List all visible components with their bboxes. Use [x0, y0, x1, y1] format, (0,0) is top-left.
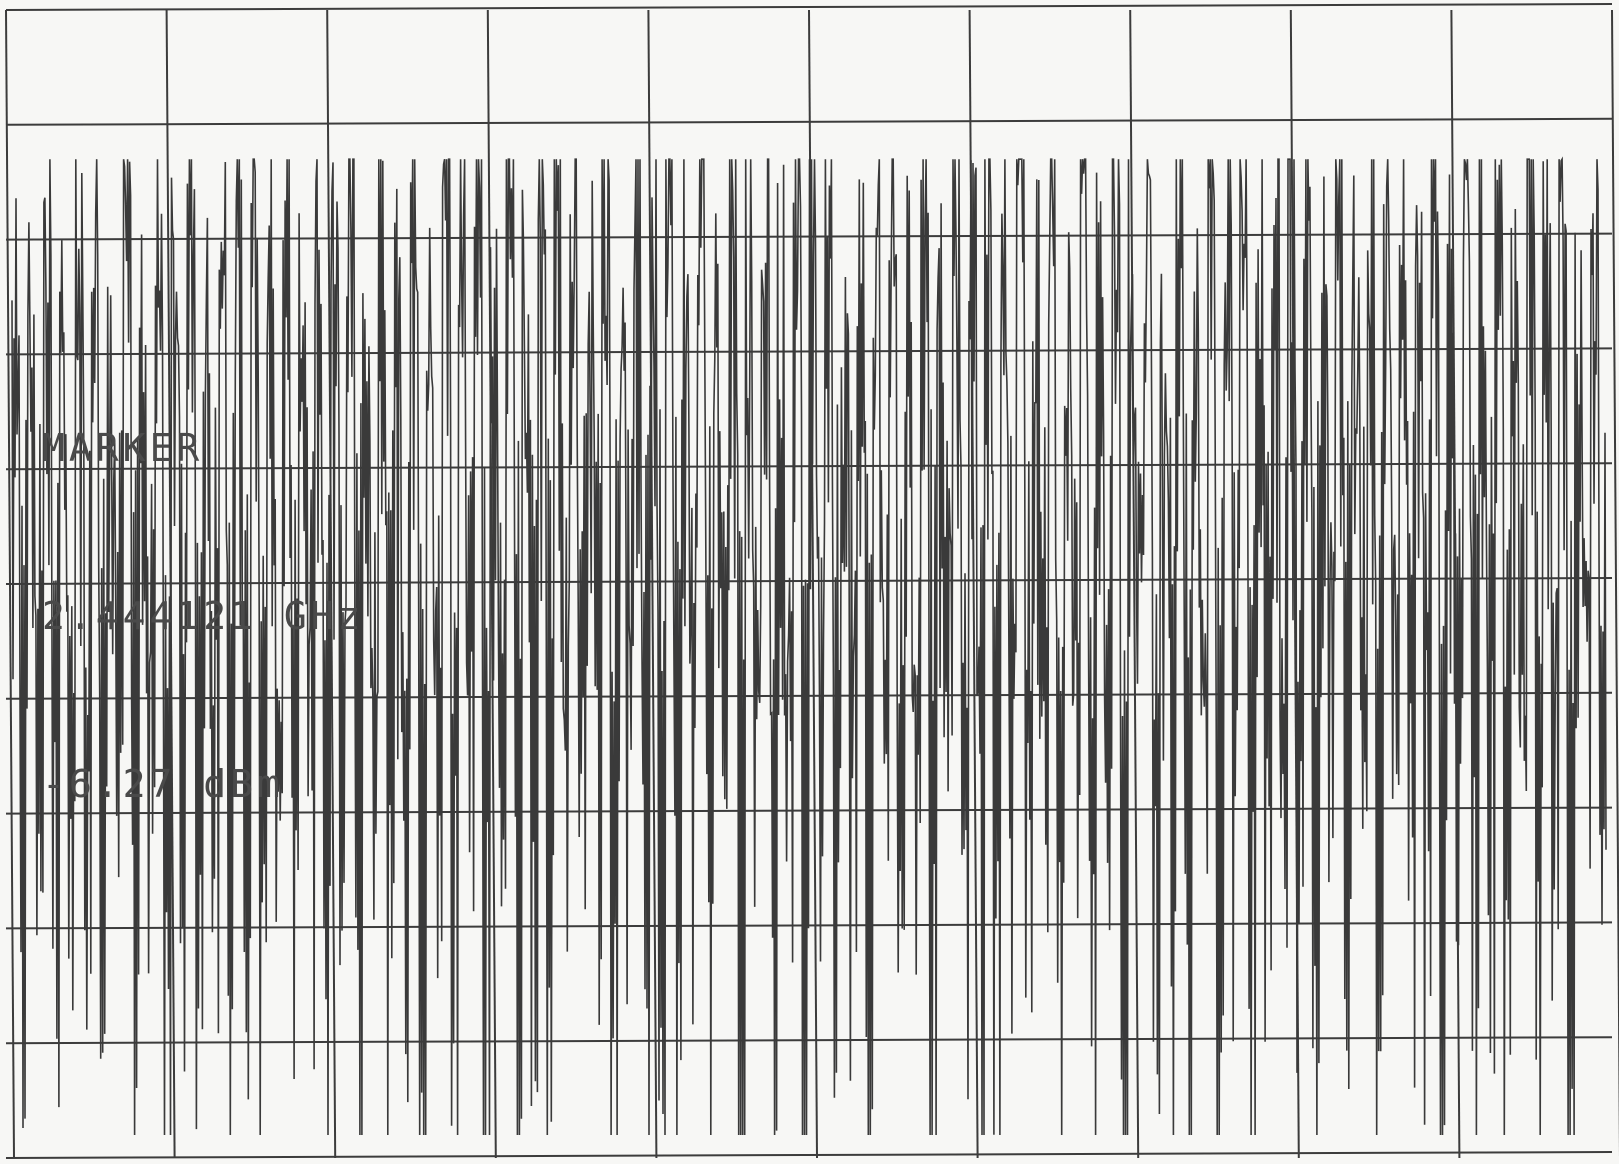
- grid-line-vertical: [647, 9, 658, 1159]
- grid-line-horizontal: [5, 1151, 1613, 1159]
- marker-frequency: 2.444121 GHz: [42, 594, 365, 638]
- spectrum-trace: [11, 156, 1607, 1136]
- grid-line-vertical: [486, 9, 497, 1159]
- grid-line-horizontal: [5, 3, 1613, 11]
- grid-line-vertical: [1611, 9, 1619, 1159]
- grid-line-horizontal: [5, 1036, 1613, 1045]
- grid-line-horizontal: [5, 117, 1613, 126]
- marker-level: -6.27 dBm: [42, 762, 284, 806]
- marker-readout: MARKER 2.444121 GHz -6.27 dBm: [42, 308, 365, 924]
- marker-title: MARKER: [42, 426, 204, 470]
- grid-line-vertical: [1129, 9, 1140, 1159]
